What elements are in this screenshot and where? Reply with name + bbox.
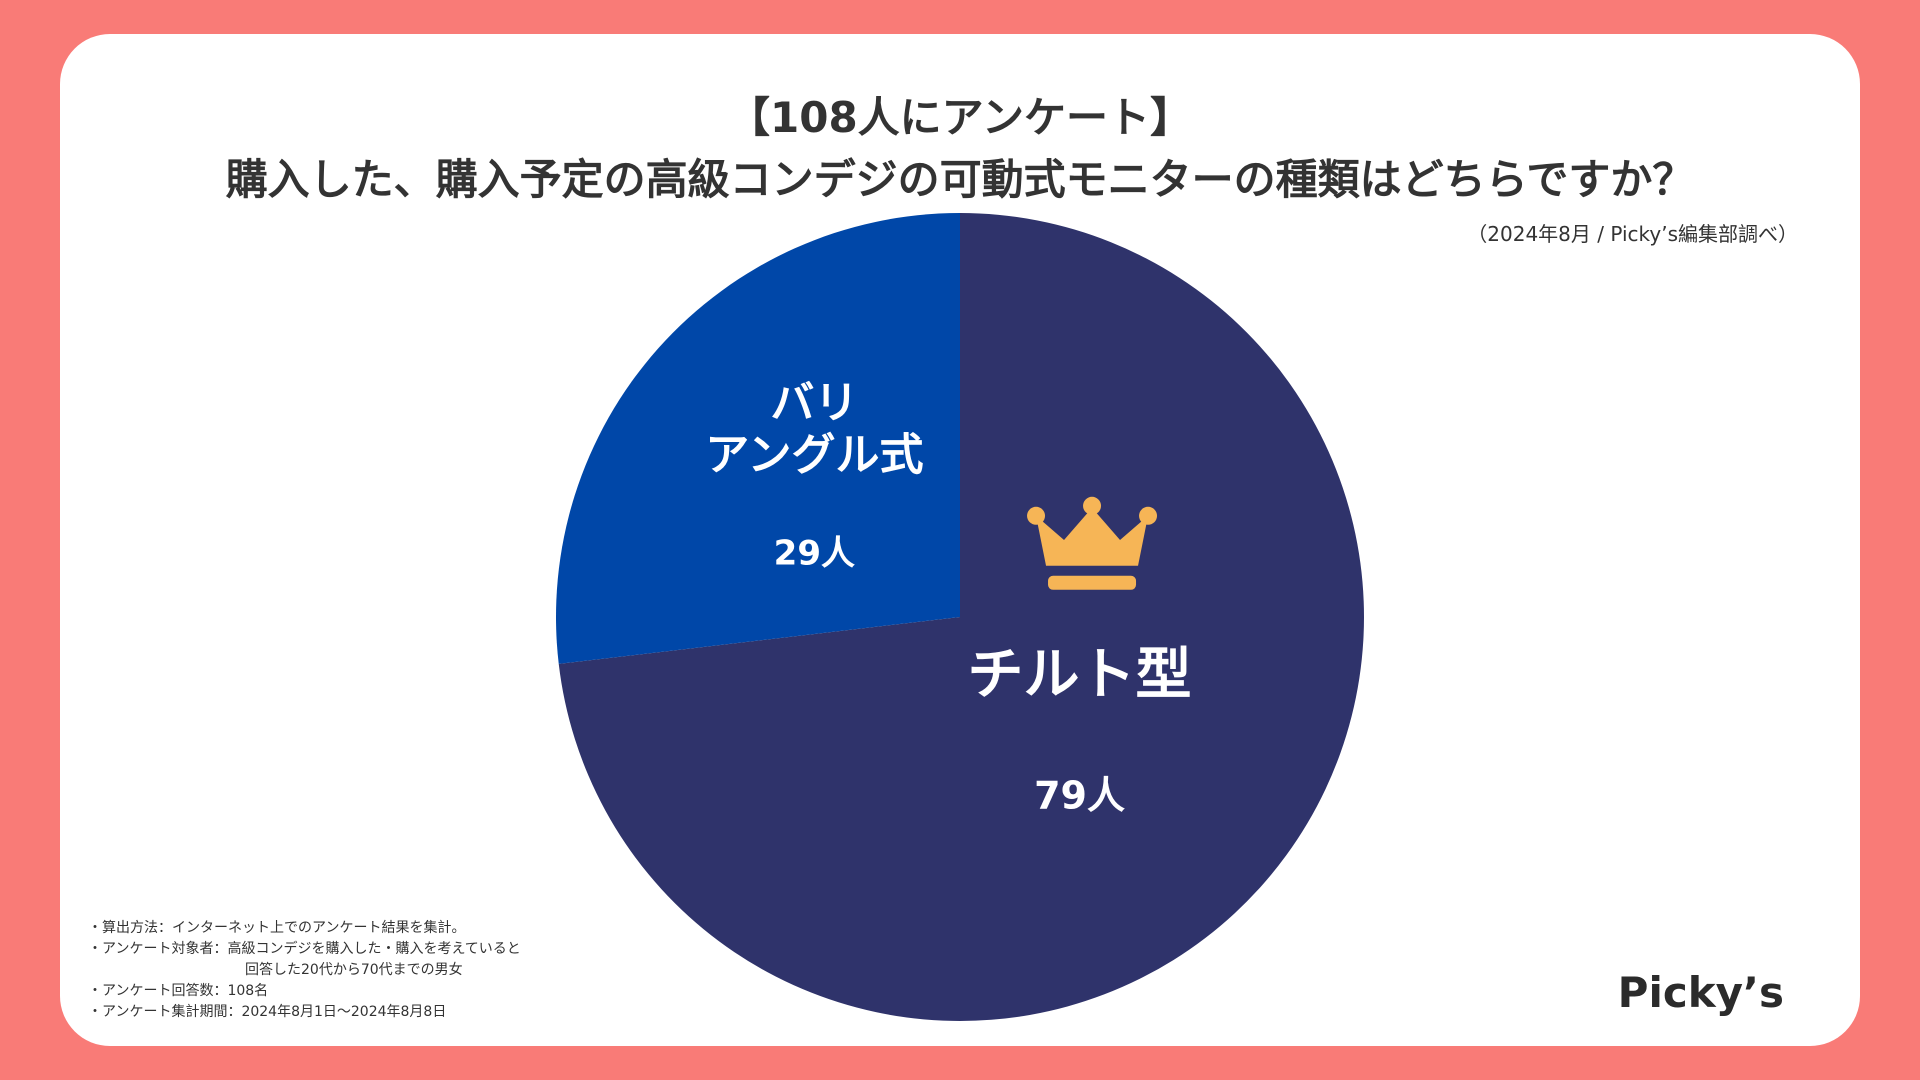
- survey-title: 【108人にアンケート】: [728, 93, 1192, 142]
- note-count: ・アンケート回答数：108名: [88, 983, 269, 999]
- slice-label: アングル式: [705, 429, 923, 480]
- pie-slice: [556, 213, 960, 664]
- slice-label: チルト型: [968, 642, 1192, 707]
- source-note: （2024年8月 / Picky’s編集部調べ）: [1467, 222, 1798, 246]
- pie-slice: [558, 213, 1364, 1021]
- note-target-cont: 回答した20代から70代までの男女: [245, 962, 463, 978]
- brand-logo: Picky’s: [1617, 968, 1784, 1017]
- slice-value-label: 79人: [1034, 773, 1125, 817]
- slice-value-label: 29人: [774, 533, 855, 573]
- note-period: ・アンケート集計期間：2024年8月1日〜2024年8月8日: [88, 1004, 447, 1020]
- crown-icon: [1027, 496, 1158, 590]
- survey-notes: ・算出方法：インターネット上でのアンケート結果を集計。 ・アンケート対象者：高級…: [88, 918, 521, 1023]
- survey-question: 購入した、購入予定の高級コンデジの可動式モニターの種類はどちらですか？: [225, 155, 1695, 204]
- slice-label: バリ: [770, 377, 858, 428]
- note-method: ・算出方法：インターネット上でのアンケート結果を集計。: [88, 920, 466, 936]
- chart-card: 【108人にアンケート】 購入した、購入予定の高級コンデジの可動式モニターの種類…: [60, 34, 1860, 1046]
- note-target: ・アンケート対象者：高級コンデジを購入した・購入を考えていると: [88, 941, 521, 957]
